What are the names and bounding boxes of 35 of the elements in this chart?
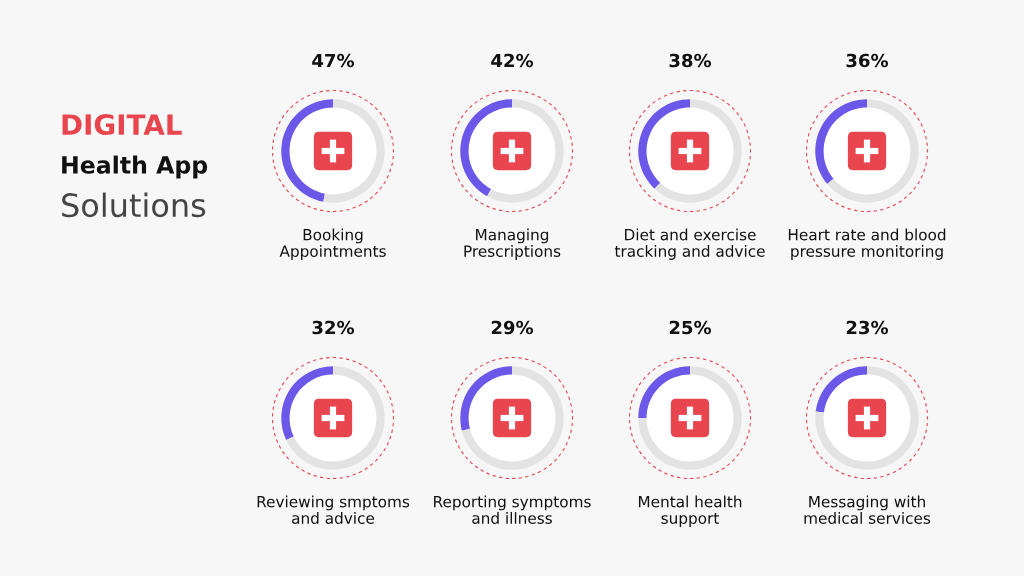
data-label: 42% [491, 53, 534, 68]
data-label: 23% [846, 320, 889, 335]
donut-slice [638, 366, 742, 470]
donut-slice [460, 99, 512, 197]
donut-slice [286, 366, 385, 470]
donut-slice [827, 99, 919, 203]
text: Solutions [62, 192, 206, 218]
donut-slice [815, 366, 919, 470]
donut-slice [460, 366, 512, 431]
data-label: 32% [312, 320, 355, 335]
text: Heart rate and blood pressure monitoring [788, 228, 946, 260]
donut-slice [487, 99, 564, 203]
text: Reviewing smptoms and advice [257, 495, 410, 524]
data-label: 47% [312, 53, 355, 68]
text: Diet and exercise tracking and advice [614, 228, 765, 260]
donut-slice [281, 99, 333, 202]
text: Mental health support [638, 495, 742, 527]
text: DIGITAL [62, 114, 182, 136]
data-label: 38% [669, 53, 712, 68]
donut-slice [654, 99, 742, 203]
text: Managing Prescriptions [464, 228, 561, 260]
donut-slice [461, 366, 564, 470]
text: Messaging with medical services [804, 495, 931, 524]
data-label: 25% [669, 320, 712, 335]
text: Booking Appointments [279, 228, 386, 260]
donut-slice [323, 99, 385, 203]
data-label: 29% [491, 320, 534, 335]
text: Health App [62, 155, 208, 179]
text: Reporting symptoms and illness [434, 495, 591, 524]
donut-slice [815, 99, 867, 184]
donut-slice [281, 366, 333, 441]
data-label: 36% [846, 53, 889, 68]
donut-slice [638, 99, 690, 189]
donut-slice [638, 366, 690, 418]
donut-slice [815, 366, 867, 413]
